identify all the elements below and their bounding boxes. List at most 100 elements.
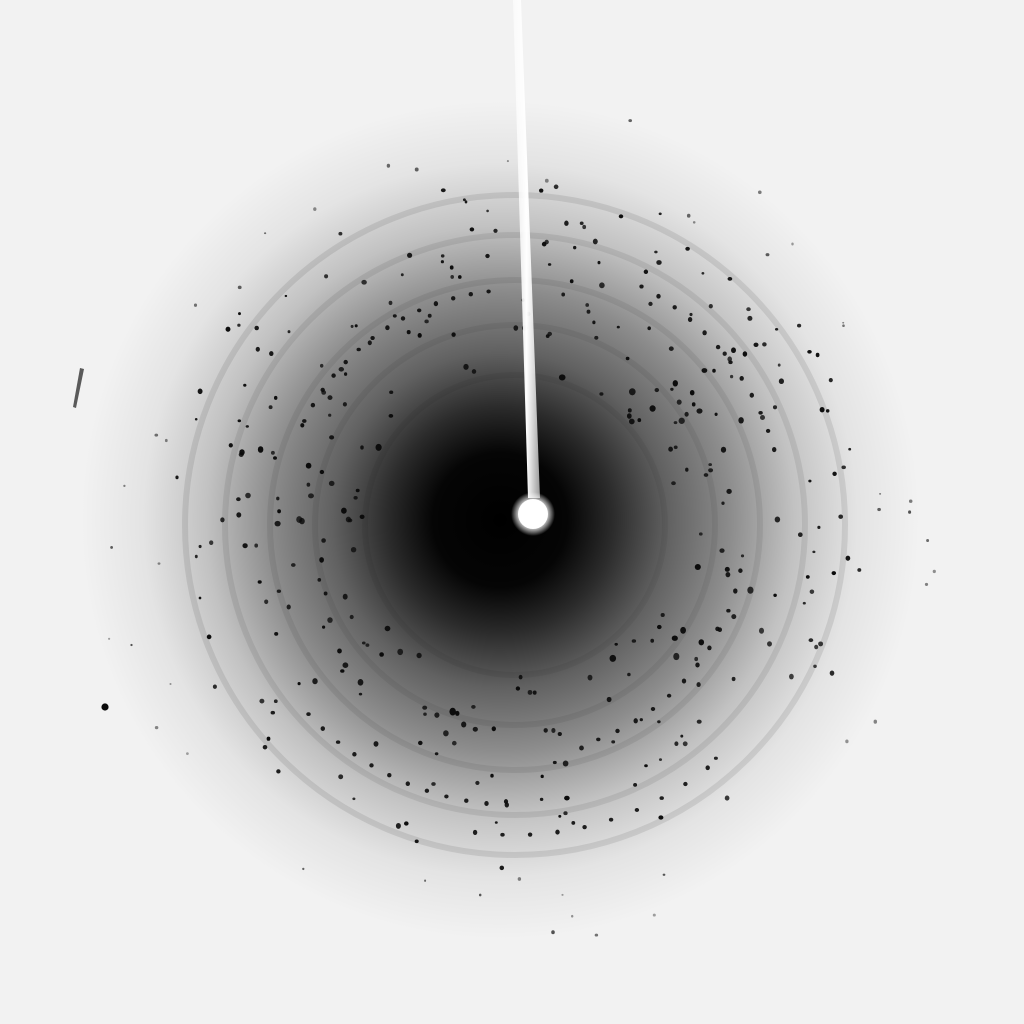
diffraction-spot (841, 465, 846, 470)
diffraction-spot (842, 321, 845, 324)
diffraction-spot (478, 893, 482, 897)
diffraction-spot (527, 832, 533, 837)
diffraction-spot (254, 325, 259, 331)
diffraction-spot (778, 378, 785, 385)
diffraction-spot (614, 642, 618, 646)
diffraction-spot (424, 319, 429, 324)
diffraction-spot (313, 207, 317, 211)
diffraction-spot (571, 914, 574, 918)
diffraction-spot (273, 699, 278, 704)
diffraction-spot (338, 231, 343, 236)
diffraction-spot (733, 588, 738, 594)
diffraction-spot (491, 726, 496, 732)
diffraction-spot (558, 814, 562, 818)
diffraction-spot (658, 815, 664, 820)
diffraction-spot (808, 479, 812, 483)
diffraction-spot (696, 719, 702, 724)
diffraction-spot (654, 250, 658, 254)
diffraction-spot (418, 740, 423, 746)
diffraction-spot (694, 656, 699, 662)
diffraction-spot (472, 726, 478, 732)
diffraction-spot (490, 773, 494, 778)
diffraction-spot (731, 614, 737, 620)
diffraction-spot (659, 796, 664, 800)
diffraction-spot (154, 725, 159, 730)
diffraction-spot (197, 388, 203, 395)
diffraction-spot (713, 756, 718, 760)
diffraction-spot (808, 638, 814, 643)
diffraction-spot (592, 320, 596, 325)
diffraction-spot (551, 930, 555, 935)
diffraction-spot (573, 245, 577, 250)
diffraction-spot (361, 279, 367, 285)
diffraction-spot (386, 163, 391, 168)
diffraction-spot (485, 253, 490, 259)
diffraction-spot (749, 392, 754, 398)
diffraction-spot (812, 550, 816, 554)
diffraction-spot (257, 580, 262, 584)
diffraction-spot (198, 596, 202, 600)
diffraction-spot (594, 933, 599, 937)
diffraction-spot (354, 324, 358, 328)
diffraction-spot (262, 744, 268, 750)
diffraction-spot (539, 188, 544, 193)
diffraction-spot (397, 648, 404, 656)
diffraction-spot (286, 604, 291, 610)
diffraction-spot (194, 554, 198, 559)
diffraction-spot (305, 462, 312, 469)
diffraction-spot (475, 780, 480, 785)
diffraction-spot (461, 721, 467, 728)
diffraction-spot (673, 421, 678, 425)
diffraction-spot (553, 184, 559, 190)
diffraction-spot (747, 586, 754, 594)
diffraction-spot (627, 408, 632, 413)
diffraction-spot (539, 797, 544, 802)
diffraction-spot (652, 913, 656, 917)
diffraction-spot (552, 760, 557, 765)
diffraction-spot (357, 678, 364, 686)
diffraction-spot (451, 332, 456, 337)
diffraction-spot (656, 260, 662, 265)
diffraction-spot (807, 349, 812, 354)
diffraction-spot (306, 712, 311, 716)
diffraction-spot (819, 406, 825, 413)
scatter-halo (70, 100, 930, 940)
diffraction-spot (297, 681, 301, 686)
diffraction-spot (557, 731, 562, 737)
ice-ring (312, 322, 718, 728)
diffraction-spot (367, 340, 372, 346)
diffraction-spot (671, 635, 678, 641)
diffraction-spot (504, 802, 509, 808)
diffraction-spot (506, 160, 509, 163)
diffraction-spot (433, 301, 439, 307)
diffraction-spot (681, 678, 687, 684)
diffraction-spot (417, 308, 422, 313)
diffraction-spot (299, 517, 305, 525)
diffraction-spot (628, 119, 633, 123)
diffraction-spot (628, 388, 636, 396)
diffraction-spot (689, 312, 693, 317)
diffraction-spot (673, 652, 680, 661)
diffraction-spot (359, 514, 365, 520)
diffraction-spot (877, 507, 881, 512)
diffraction-spot (643, 269, 649, 275)
diffraction-spot (276, 496, 280, 501)
diffraction-spot (676, 399, 682, 405)
diffraction-spot (486, 209, 489, 213)
diffraction-spot (306, 482, 311, 487)
diffraction-spot (342, 402, 347, 407)
diffraction-spot (717, 627, 722, 633)
diffraction-spot (654, 388, 660, 393)
diffraction-spot (765, 428, 771, 433)
diffraction-spot (609, 654, 617, 662)
diffraction-spot (814, 644, 819, 650)
diffraction-spot (319, 469, 325, 475)
diffraction-spot (355, 488, 360, 493)
faint-rings (182, 192, 848, 858)
diffraction-spot (434, 712, 440, 718)
diffraction-spot (352, 752, 357, 757)
diffraction-spot (352, 797, 356, 801)
diffraction-spot (424, 879, 427, 882)
diffraction-spot (586, 309, 591, 314)
diffraction-spot (422, 705, 428, 710)
